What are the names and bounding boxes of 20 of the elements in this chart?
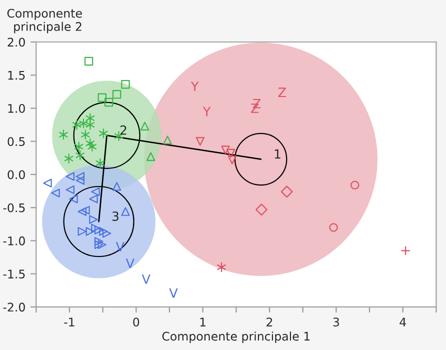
- y-axis-title: Componente principale 2: [7, 8, 82, 34]
- annotation: 2: [120, 125, 126, 135]
- annotation: 1: [274, 149, 280, 159]
- y-tick-label: -2.0: [3, 302, 25, 312]
- x-tick-label: -1: [64, 318, 74, 326]
- y-tick-label: -0.5: [3, 203, 25, 212]
- y-tick-label: 0.5: [8, 137, 25, 146]
- annotation: 3: [112, 212, 118, 221]
- x-tick-label: 2: [266, 318, 272, 326]
- x-tick-label: 3: [333, 318, 339, 327]
- x-tick-label: 0: [133, 318, 140, 327]
- y-tick-label: 2.0: [8, 38, 25, 47]
- y-tick-label: 1.0: [8, 104, 25, 113]
- y-tick-label: -1.0: [3, 236, 25, 246]
- x-tick-label: 4: [400, 318, 406, 326]
- y-tick-label: -1.5: [3, 270, 25, 278]
- x-axis-title: Componente principale 1: [162, 332, 310, 343]
- y-tick-label: 0.0: [8, 170, 25, 180]
- y-tick-label: 1.5: [8, 70, 25, 80]
- x-tick-label: 1: [200, 318, 206, 326]
